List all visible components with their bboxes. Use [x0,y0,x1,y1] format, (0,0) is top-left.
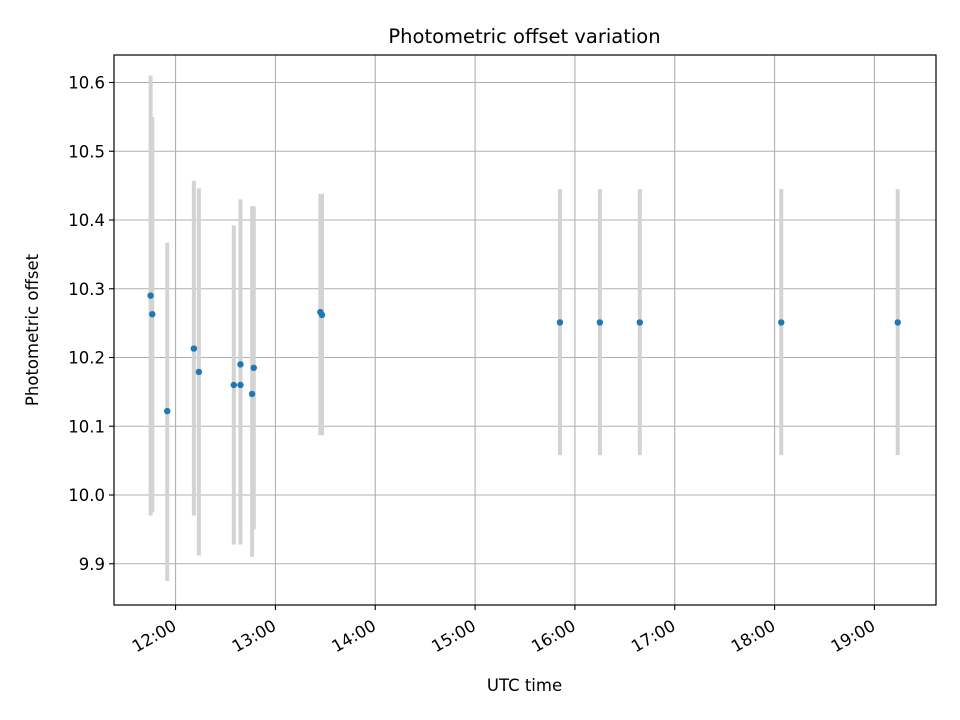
x-tick-label: 13:00 [229,616,280,656]
x-tick-label: 16:00 [528,616,579,656]
x-tick-label: 15:00 [428,616,479,656]
data-point [230,381,238,389]
data-point [250,364,257,372]
y-tick-label: 10.2 [68,349,105,368]
data-point [596,319,604,326]
x-tick-label: 14:00 [329,616,380,656]
y-tick-label: 10.0 [68,486,105,505]
data-point [195,368,203,376]
data-point [147,292,154,299]
x-tick-label: 18:00 [728,616,779,656]
data-point [149,310,156,318]
y-tick-label: 10.6 [68,74,105,93]
data-point [636,319,644,326]
data-point [556,319,564,326]
data-point [894,319,901,326]
x-axis-label: UTC time [487,676,562,695]
y-tick-label: 9.9 [79,555,105,574]
y-tick-label: 10.3 [68,280,105,299]
plot-frame [113,54,937,606]
data-point [237,381,244,389]
data-point [248,390,256,398]
y-tick-label: 10.1 [68,417,105,436]
chart-title: Photometric offset variation [388,25,660,48]
data-point [190,345,198,352]
y-axis-label: Photometric offset [23,253,42,406]
data-points [147,292,901,415]
data-point [318,311,326,319]
x-tick-label: 19:00 [828,616,879,656]
y-tick-label: 10.5 [68,142,105,161]
data-point [237,361,244,368]
grid-lines [114,55,936,605]
data-point [778,319,785,326]
data-point [164,407,171,415]
y-tick-label: 10.4 [68,211,105,230]
x-tick-label: 17:00 [628,616,679,656]
y-axis-ticks: 9.9 10.0 10.1 10.2 10.3 10.4 10.5 10.6 [68,74,114,574]
x-tick-label: 12:00 [129,616,180,656]
x-axis-ticks: 12:00 13:00 14:00 15:00 16:00 17:00 18:00 19:00 [129,605,879,656]
